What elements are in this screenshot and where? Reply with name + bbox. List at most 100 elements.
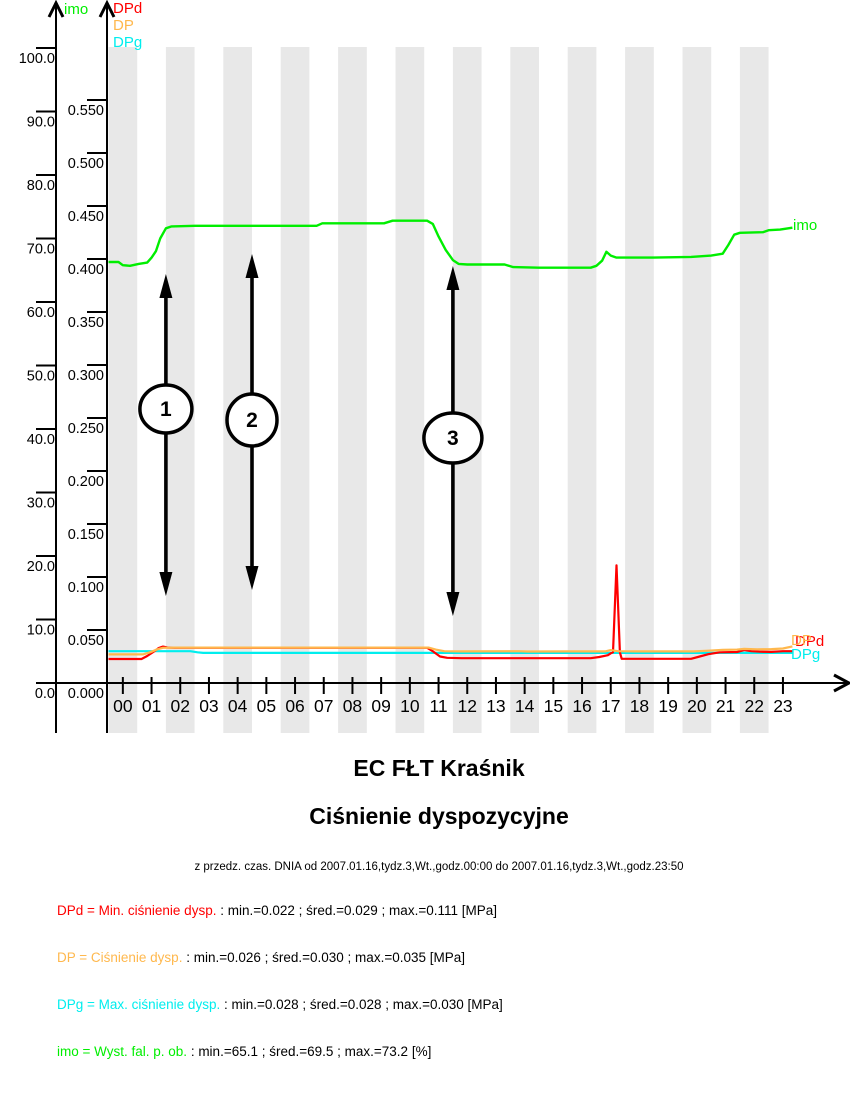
right-axis-tick-label: 0.100 (68, 580, 104, 596)
chart-canvas: 0.0 10.0 20.0 30.0 40.0 50.0 60.0 70.0 80.0 90.0 1… (19, 0, 850, 733)
x-axis-tick-label: 03 (199, 696, 218, 716)
series-dp-line (108, 645, 793, 656)
legend-name-imo: imo = Wyst. fal. p. ob. (57, 1044, 188, 1059)
x-axis-tick-label: 10 (400, 696, 420, 716)
annotation-circle (422, 411, 484, 465)
legend-name-dpg: DPg = Max. ciśnienie dysp. (57, 997, 221, 1012)
series-imo-line (108, 219, 793, 269)
annotation-circle (138, 383, 194, 435)
series-end-label-dp: DP (791, 632, 812, 649)
series-end-label-imo: imo (793, 217, 817, 234)
left-axis-tick-label: 60.0 (27, 305, 55, 321)
hour-band (223, 47, 252, 733)
left-axis-tick-label: 0.0 (35, 686, 55, 702)
x-axis-tick-label: 11 (429, 696, 447, 716)
x-axis-tick-label: 01 (142, 696, 161, 716)
hour-band (739, 47, 769, 733)
hour-band (567, 47, 597, 733)
left-axis-tick-label: 80.0 (27, 178, 55, 194)
hour-band (395, 47, 425, 733)
annotation-arrow-down-icon (446, 592, 460, 616)
x-axis-tick-label: 08 (343, 696, 362, 716)
left-axis-tick-label: 30.0 (27, 496, 55, 512)
left-axis-tick-label: 50.0 (27, 369, 55, 385)
right-axis-tick-label: 0.250 (68, 421, 104, 437)
legend-row-dpd: DPd = Min. ciśnienie dysp. : min.=0.022 … (57, 903, 497, 918)
series-end-label-dpg: DPg (791, 646, 820, 663)
left-axis-tick-label: 10.0 (27, 623, 55, 639)
right-axis-tick-label: 0.350 (68, 315, 104, 331)
x-axis-tick-label: 15 (544, 696, 563, 716)
x-axis-tick-label: 19 (658, 696, 677, 716)
annotation-number: 1 (160, 398, 172, 421)
x-axis-tick-label: 06 (285, 696, 304, 716)
x-axis-tick-label: 12 (458, 696, 477, 716)
x-axis-tick-label: 20 (687, 696, 707, 716)
hour-band (682, 47, 712, 733)
x-axis-tick-label: 16 (572, 696, 591, 716)
right-axis-tick-label: 0.300 (68, 368, 104, 384)
annotation-circle (225, 392, 279, 448)
period-caption: z przedz. czas. DNIA od 2007.01.16,tydz.… (194, 861, 684, 873)
right-axis-tick-label: 0.050 (68, 633, 104, 649)
chart-subtitle: Ciśnienie dyspozycyjne (309, 803, 569, 829)
hour-band (280, 47, 310, 733)
annotation-arrow-down-icon (159, 572, 173, 596)
left-axis-tick-label: 90.0 (27, 115, 55, 131)
x-axis-arrow-icon (833, 673, 850, 693)
legend-name-dpd: DPd = Min. ciśnienie dysp. (57, 903, 217, 918)
left-axis-title: imo (64, 1, 88, 18)
hour-band (338, 47, 367, 733)
x-axis-tick-label: 05 (257, 696, 276, 716)
x-axis-tick-label: 13 (486, 696, 505, 716)
x-axis-tick-label: 22 (745, 696, 764, 716)
annotation-number: 3 (447, 427, 459, 450)
annotation-number: 2 (246, 409, 258, 432)
x-axis-tick-label: 02 (171, 696, 190, 716)
legend-row-imo: imo = Wyst. fal. p. ob. : min.=65.1 ; śr… (57, 1044, 431, 1059)
x-axis-tick-label: 07 (314, 696, 333, 716)
x-axis-tick-label: 04 (228, 696, 248, 716)
right-axis-tick-label: 0.000 (68, 686, 104, 702)
legend-stats-imo: : min.=65.1 ; śred.=69.5 ; max.=73.2 [%] (187, 1044, 432, 1059)
annotation-arrow-down-icon (245, 566, 259, 590)
right-y-axis-arrow-icon (98, 0, 116, 18)
hour-band (452, 47, 482, 733)
series-end-label-dpd: DPd (795, 633, 824, 650)
right-axis-tick-label: 0.450 (68, 209, 104, 225)
legend-row-dpg: DPg = Max. ciśnienie dysp. : min.=0.028 … (57, 997, 503, 1012)
hour-band (510, 47, 539, 733)
right-axis-tick-label: 0.200 (68, 474, 104, 490)
hour-band (108, 47, 138, 733)
series-dpg-line (108, 650, 793, 655)
left-axis-tick-label: 100.0 (19, 51, 55, 67)
hour-band (625, 47, 654, 733)
x-axis-tick-label: 23 (773, 696, 792, 716)
legend-row-dp: DP = Ciśnienie dysp. : min.=0.026 ; śred… (57, 950, 465, 965)
right-axis-tick-label: 0.400 (68, 262, 104, 278)
legend-stats-dp: : min.=0.026 ; śred.=0.030 ; max.=0.035 … (182, 950, 465, 965)
right-axis-title-dp: DP (113, 17, 134, 34)
chart-title: EC FŁT Kraśnik (353, 755, 525, 781)
left-axis-tick-label: 20.0 (27, 559, 55, 575)
right-axis-tick-label: 0.150 (68, 527, 104, 543)
right-axis-title-dpg: DPg (113, 34, 142, 51)
x-axis-tick-label: 09 (371, 696, 390, 716)
legend-name-dp: DP = Ciśnienie dysp. (57, 950, 183, 965)
left-y-axis-arrow-icon (47, 0, 65, 18)
x-axis-tick-label: 14 (515, 696, 535, 716)
x-axis-tick-label: 17 (601, 696, 620, 716)
x-axis-tick-label: 18 (630, 696, 649, 716)
annotation-arrow-up-icon (446, 266, 460, 290)
right-axis-tick-label: 0.500 (68, 156, 104, 172)
annotation-arrow-up-icon (159, 274, 173, 298)
left-axis-tick-label: 40.0 (27, 432, 55, 448)
x-axis-tick-label: 21 (716, 696, 735, 716)
legend-stats-dpd: : min.=0.022 ; śred.=0.029 ; max.=0.111 … (216, 903, 497, 918)
annotation-arrow-up-icon (245, 254, 259, 278)
x-axis-tick-label: 00 (113, 696, 133, 716)
legend-stats-dpg: : min.=0.028 ; śred.=0.028 ; max.=0.030 … (220, 997, 503, 1012)
right-axis-tick-label: 0.550 (68, 103, 104, 119)
right-axis-title-dpd: DPd (113, 0, 142, 17)
